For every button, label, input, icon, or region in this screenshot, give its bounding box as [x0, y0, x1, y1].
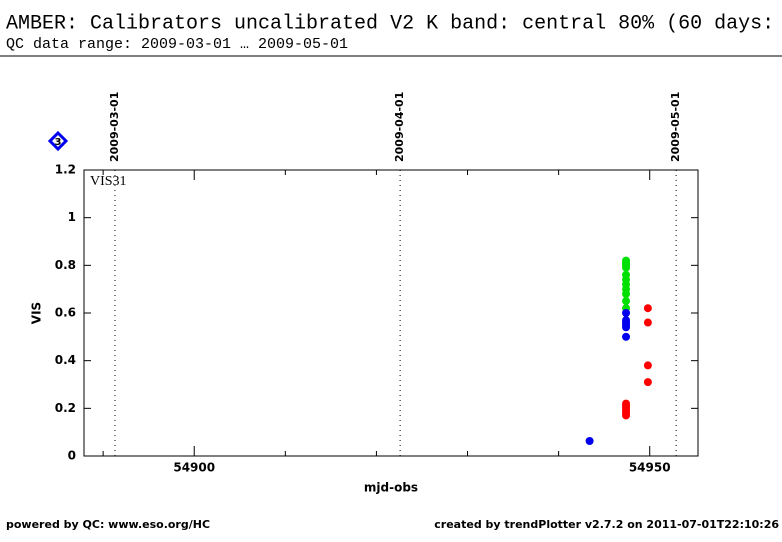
point — [622, 297, 631, 306]
date-label: 2009-04-01 — [393, 92, 406, 162]
point — [643, 378, 652, 387]
plot-frame — [83, 169, 699, 457]
y-tick-label: 0.6 — [55, 306, 76, 320]
y-tick-label: 0 — [68, 449, 76, 463]
point — [622, 323, 631, 332]
x-axis-label: mjd-obs — [364, 481, 418, 495]
x-tick-label: 54900 — [173, 461, 215, 475]
x-tick-label: 54950 — [629, 461, 671, 475]
panel-badge — [47, 130, 69, 152]
y-tick-label: 0.4 — [55, 353, 76, 367]
chart-title: AMBER: Calibrators uncalibrated V2 K ban… — [6, 12, 774, 35]
point — [622, 309, 631, 317]
y-axis-label: VIS — [30, 302, 44, 324]
y-tick-label: 0.8 — [55, 258, 76, 272]
date-label: 2009-03-01 — [108, 92, 121, 162]
point — [585, 436, 594, 445]
footer-left: powered by QC: www.eso.org/HC — [6, 518, 210, 531]
point — [622, 411, 631, 420]
point — [643, 361, 652, 370]
point — [643, 304, 652, 313]
chart-subtitle: QC data range: 2009-03-01 … 2009-05-01 — [6, 36, 348, 53]
footer-right: created by trendPlotter v2.7.2 on 2011-0… — [434, 518, 779, 531]
y-tick-label: 1 — [68, 210, 76, 224]
point — [622, 289, 631, 298]
panel-number: 3 — [55, 137, 62, 148]
date-label: 2009-05-01 — [669, 92, 682, 162]
point — [643, 318, 652, 327]
panel-label: VIS31 — [90, 174, 127, 189]
point — [622, 332, 631, 341]
point — [622, 263, 631, 272]
y-tick-label: 0.2 — [55, 401, 76, 415]
y-tick-label: 1.2 — [55, 163, 76, 177]
